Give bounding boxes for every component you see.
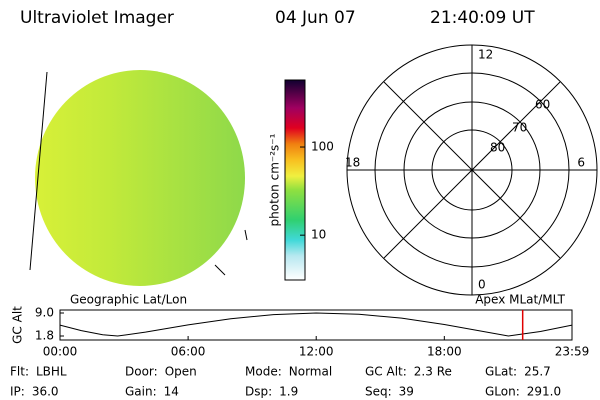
lat-label: 60 [535, 98, 550, 112]
altitude-axis-label: GC Alt [11, 306, 25, 344]
y-tick-label: 9.0 [35, 306, 54, 320]
field-value: 36.0 [32, 385, 59, 399]
polar-grid [346, 44, 598, 296]
map-label: Apex MLat/MLT [475, 293, 565, 307]
time: 21:40:09 UT [430, 8, 535, 28]
field-value: 39 [399, 385, 414, 399]
field-label: IP: [10, 385, 25, 399]
earth-image [35, 70, 245, 286]
lat-label: 80 [490, 141, 505, 155]
colorbar-label: photon cm⁻²s⁻¹ [268, 133, 282, 226]
field-value: 291.0 [527, 385, 561, 399]
field-label: Dsp: [245, 385, 272, 399]
colorbar-tick-label: 100 [311, 140, 334, 154]
date: 04 Jun 07 [275, 8, 356, 28]
field-value: 2.3 Re [414, 365, 452, 379]
x-tick-label: 00:00 [43, 345, 78, 359]
mlt-label: 0 [478, 278, 486, 292]
field-value: LBHL [36, 365, 67, 379]
field-value: Open [165, 365, 197, 379]
x-tick-label: 23:59 [555, 345, 590, 359]
field-value: 14 [164, 385, 179, 399]
altitude-curve [59, 312, 573, 337]
field-value: Normal [289, 365, 332, 379]
lat-label: 70 [512, 121, 527, 135]
mlt-label: 6 [577, 156, 585, 170]
field-label: GLon: [485, 385, 520, 399]
coast-line [214, 264, 226, 276]
map-label: Geographic Lat/Lon [70, 293, 187, 307]
x-tick-label: 18:00 [427, 345, 462, 359]
mlt-label: 18 [345, 156, 360, 170]
colorbar [284, 79, 306, 281]
x-tick-label: 06:00 [171, 345, 206, 359]
field-value: 25.7 [524, 365, 551, 379]
field-label: Seq: [365, 385, 392, 399]
colorbar-tick-label: 10 [311, 228, 326, 242]
y-tick-label: 1.8 [35, 329, 54, 343]
title: Ultraviolet Imager [20, 8, 174, 28]
altitude-frame [59, 309, 573, 341]
field-label: Mode: [245, 365, 282, 379]
terminator-line [29, 71, 48, 271]
x-tick-label: 12:00 [299, 345, 334, 359]
field-label: Gain: [125, 385, 157, 399]
field-value: 1.9 [279, 385, 298, 399]
field-label: Flt: [10, 365, 29, 379]
mlt-label: 12 [478, 48, 493, 62]
coast-line [244, 229, 248, 241]
field-label: Door: [125, 365, 158, 379]
field-label: GC Alt: [365, 365, 407, 379]
field-label: GLat: [485, 365, 517, 379]
